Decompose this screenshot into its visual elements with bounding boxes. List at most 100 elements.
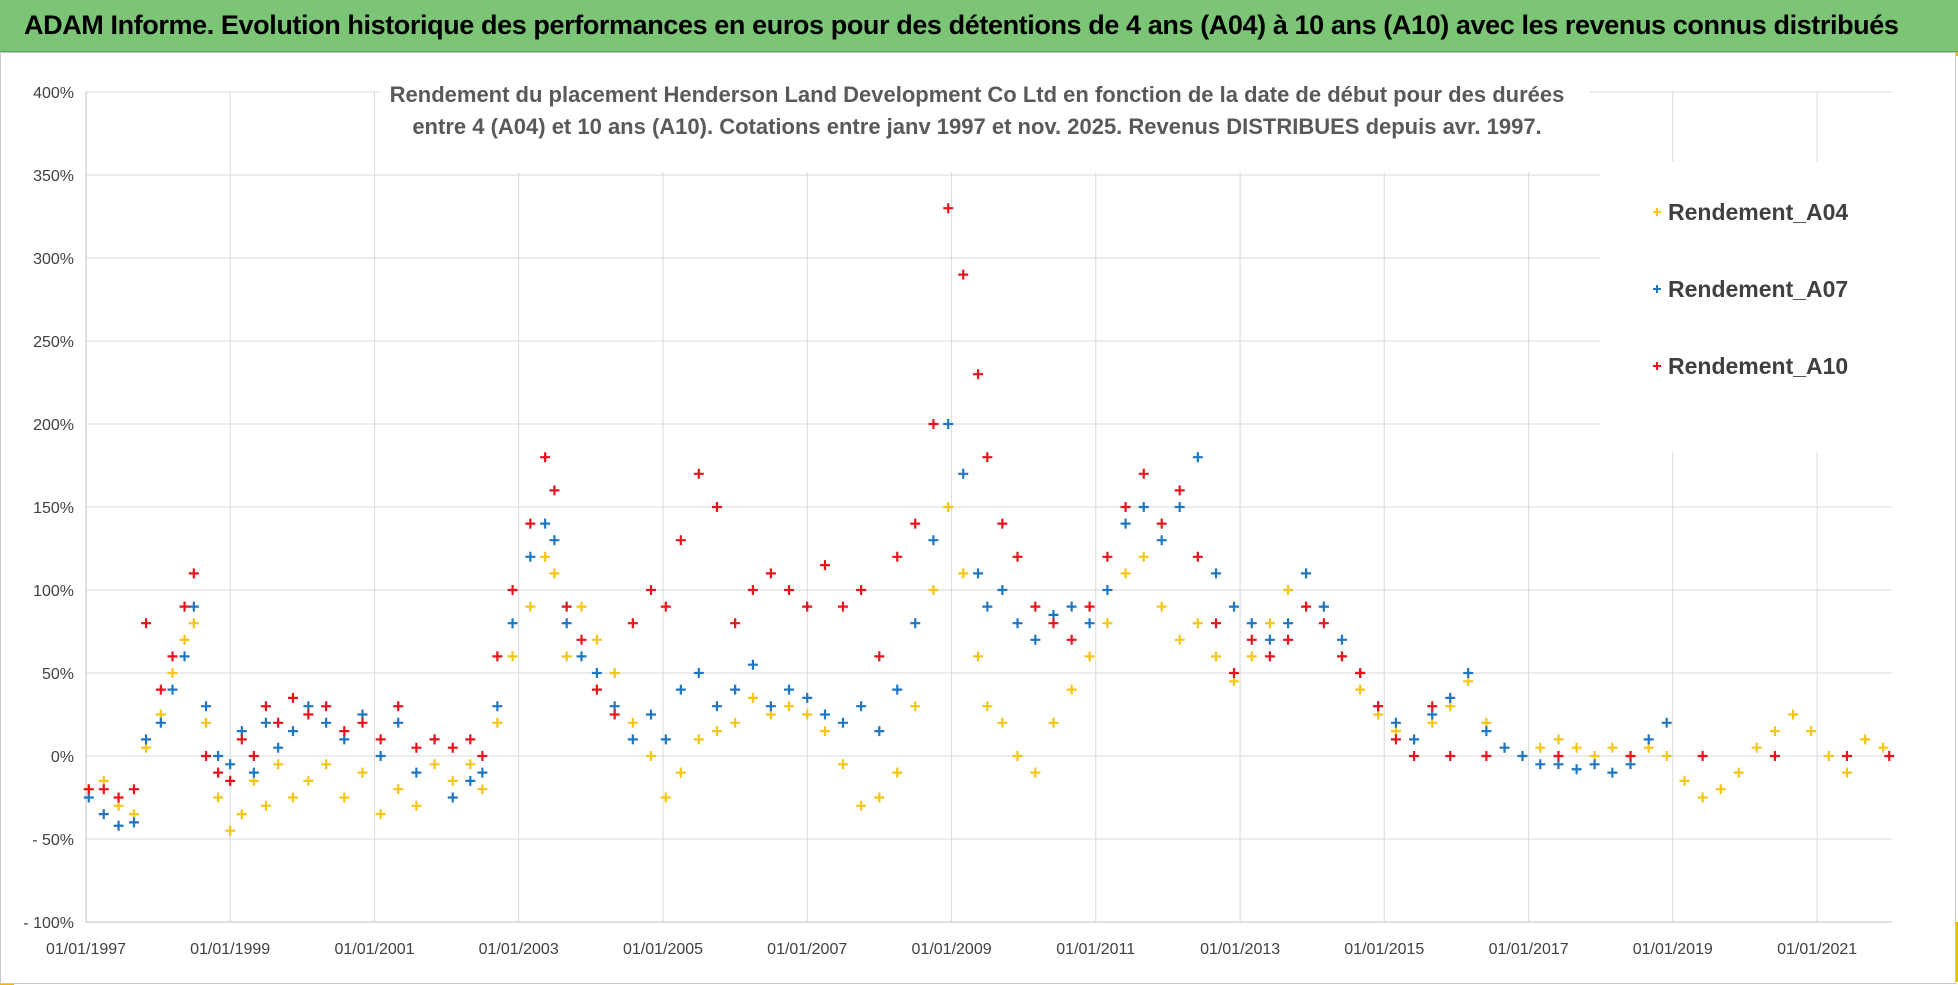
point-Rendement_A04: [167, 668, 178, 678]
point-Rendement_A10: [928, 419, 939, 429]
point-Rendement_A10: [248, 751, 259, 761]
point-Rendement_A10: [1066, 634, 1077, 645]
point-Rendement_A10: [856, 585, 867, 595]
series-Rendement_A04: [83, 502, 1889, 836]
point-Rendement_A04: [609, 668, 620, 678]
point-Rendement_A10: [892, 551, 903, 562]
x-tick-label: 01/01/2019: [1633, 941, 1713, 958]
point-Rendement_A10: [646, 585, 657, 595]
x-tick-label: 01/01/2007: [767, 941, 847, 958]
point-Rendement_A10: [141, 618, 152, 629]
y-tick-label: 300%: [33, 251, 74, 268]
point-Rendement_A07: [225, 759, 236, 770]
point-Rendement_A07: [1390, 717, 1401, 728]
point-Rendement_A04: [525, 601, 536, 612]
point-Rendement_A07: [260, 717, 271, 728]
point-Rendement_A04: [375, 809, 386, 820]
point-Rendement_A07: [1084, 618, 1095, 629]
point-Rendement_A07: [1120, 518, 1131, 529]
x-tick-label: 01/01/2011: [1056, 941, 1135, 958]
series-Rendement_A07: [83, 419, 1672, 831]
legend-label: Rendement_A07: [1668, 276, 1848, 302]
point-Rendement_A10: [98, 784, 109, 795]
point-Rendement_A04: [339, 792, 350, 803]
point-Rendement_A10: [525, 518, 536, 529]
point-Rendement_A04: [747, 692, 758, 703]
point-Rendement_A10: [357, 717, 368, 728]
point-Rendement_A10: [675, 535, 686, 546]
point-Rendement_A10: [837, 601, 848, 612]
point-Rendement_A04: [576, 601, 587, 612]
x-tick-label: 01/01/1997: [46, 941, 126, 958]
point-Rendement_A04: [1156, 601, 1167, 612]
point-Rendement_A10: [1283, 634, 1294, 645]
x-tick-label: 01/01/2013: [1200, 941, 1280, 958]
point-Rendement_A04: [1535, 742, 1546, 753]
point-Rendement_A10: [1373, 701, 1384, 712]
series-Rendement_A10: [83, 203, 1895, 803]
point-Rendement_A04: [1012, 751, 1023, 761]
title-backdrop: [380, 72, 1590, 172]
point-Rendement_A04: [1553, 734, 1564, 745]
point-Rendement_A10: [1228, 668, 1239, 678]
y-tick-label: 200%: [33, 417, 74, 434]
point-Rendement_A10: [1445, 751, 1456, 761]
point-Rendement_A04: [1283, 585, 1294, 595]
point-Rendement_A10: [113, 792, 124, 803]
point-Rendement_A10: [273, 717, 284, 728]
point-Rendement_A04: [287, 792, 298, 803]
point-Rendement_A04: [693, 734, 704, 745]
point-Rendement_A07: [188, 601, 199, 612]
point-Rendement_A10: [730, 618, 741, 629]
point-Rendement_A07: [167, 684, 178, 695]
point-Rendement_A04: [928, 585, 939, 595]
point-Rendement_A07: [1156, 535, 1167, 546]
point-Rendement_A07: [576, 651, 587, 662]
point-Rendement_A04: [321, 759, 332, 770]
point-Rendement_A10: [128, 784, 139, 795]
point-Rendement_A07: [1589, 759, 1600, 770]
point-Rendement_A10: [1769, 751, 1780, 761]
point-Rendement_A10: [477, 751, 488, 761]
point-Rendement_A07: [1211, 568, 1222, 579]
point-Rendement_A07: [375, 751, 386, 761]
point-Rendement_A07: [837, 717, 848, 728]
point-Rendement_A07: [273, 742, 284, 753]
point-Rendement_A10: [609, 709, 620, 720]
point-Rendement_A04: [1264, 618, 1275, 629]
y-tick-label: 100%: [33, 583, 74, 600]
point-Rendement_A10: [997, 518, 1008, 529]
point-Rendement_A10: [1841, 751, 1852, 761]
point-Rendement_A07: [155, 717, 166, 728]
point-Rendement_A04: [411, 800, 422, 811]
point-Rendement_A04: [958, 568, 969, 579]
point-Rendement_A10: [287, 692, 298, 703]
x-tick-label: 01/01/2015: [1344, 941, 1424, 958]
point-Rendement_A04: [1607, 742, 1618, 753]
point-Rendement_A07: [1607, 767, 1618, 778]
point-Rendement_A04: [465, 759, 476, 770]
legend-marker-Rendement_A10: [1653, 362, 1661, 370]
point-Rendement_A07: [958, 468, 969, 479]
point-Rendement_A04: [1138, 551, 1149, 562]
y-tick-label: - 50%: [32, 832, 74, 849]
point-Rendement_A10: [982, 452, 993, 463]
chart-title-line-2: entre 4 (A04) et 10 ans (A10). Cotations…: [412, 114, 1541, 139]
point-Rendement_A04: [730, 717, 741, 728]
point-Rendement_A04: [357, 767, 368, 778]
point-Rendement_A07: [1301, 568, 1312, 579]
point-Rendement_A07: [802, 692, 813, 703]
point-Rendement_A10: [303, 709, 314, 720]
point-Rendement_A07: [1481, 726, 1492, 737]
point-Rendement_A07: [675, 684, 686, 695]
point-Rendement_A07: [1463, 668, 1474, 678]
point-Rendement_A10: [711, 502, 722, 512]
point-Rendement_A07: [113, 820, 124, 831]
point-Rendement_A07: [477, 767, 488, 778]
point-Rendement_A04: [447, 775, 458, 786]
point-Rendement_A07: [874, 726, 885, 737]
point-Rendement_A07: [525, 551, 536, 562]
point-Rendement_A04: [627, 717, 638, 728]
point-Rendement_A04: [837, 759, 848, 770]
point-Rendement_A04: [1769, 726, 1780, 737]
